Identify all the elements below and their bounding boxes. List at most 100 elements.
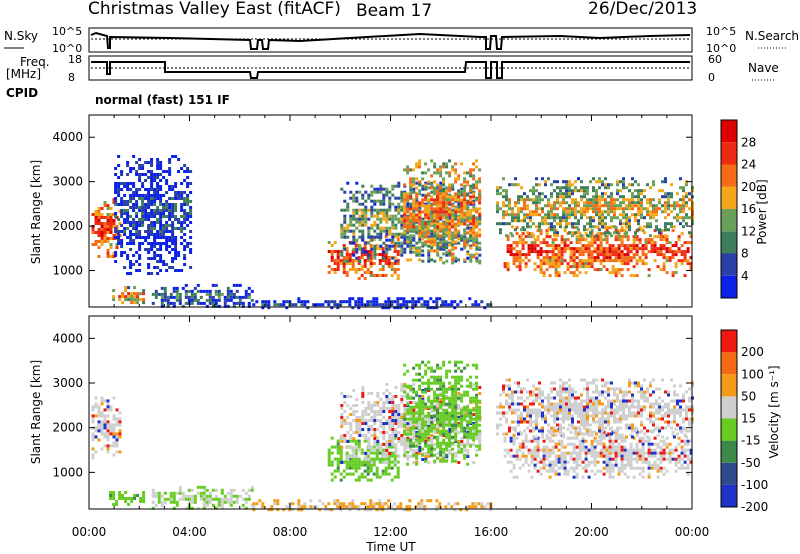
echo-cell: [373, 244, 377, 248]
echo-cell: [409, 405, 413, 409]
echo-cell: [578, 250, 582, 254]
echo-cell: [175, 286, 179, 290]
echo-cell: [445, 210, 449, 214]
echo-cell: [457, 392, 461, 395]
echo-cell: [156, 206, 160, 209]
echo-cell: [562, 186, 565, 190]
echo-cell: [436, 381, 440, 385]
echo-cell: [667, 195, 670, 199]
echo-cell: [689, 262, 693, 266]
echo-cell: [169, 494, 173, 498]
echo-cell: [391, 440, 395, 443]
echo-cell: [112, 453, 116, 457]
echo-cell: [385, 398, 389, 401]
echo-cell: [403, 410, 407, 413]
echo-cell: [589, 225, 592, 229]
echo-cell: [676, 219, 679, 223]
echo-cell: [160, 292, 164, 296]
echo-cell: [330, 244, 334, 247]
echo-cell: [379, 422, 383, 425]
echo-cell: [384, 300, 388, 304]
echo-cell: [118, 491, 122, 494]
echo-cell: [679, 204, 682, 208]
echo-cell: [348, 463, 352, 467]
echo-cell: [400, 443, 404, 446]
echo-cell: [430, 190, 434, 194]
echo-cell: [575, 256, 579, 260]
echo-cell: [527, 463, 531, 467]
echo-cell: [406, 198, 410, 202]
echo-cell: [511, 234, 514, 238]
echo-cell: [340, 229, 344, 233]
echo-cell: [572, 256, 576, 260]
echo-cell: [361, 220, 365, 224]
echo-cell: [683, 253, 687, 257]
echo-cell: [605, 268, 609, 272]
echo-cell: [550, 192, 553, 196]
echo-cell: [394, 395, 398, 398]
echo-cell: [427, 192, 431, 196]
echo-cell: [460, 423, 464, 427]
echo-cell: [451, 261, 455, 265]
echo-cell: [454, 210, 458, 214]
echo-cell: [193, 494, 197, 498]
echo-cell: [601, 222, 604, 226]
echo-cell: [451, 195, 455, 199]
echo-cell: [418, 165, 422, 169]
echo-cell: [439, 216, 443, 220]
echo-cell: [592, 186, 595, 190]
echo-cell: [400, 416, 404, 419]
power-colorbar-tick: 16: [741, 202, 756, 216]
echo-cell: [159, 167, 163, 170]
echo-cell: [294, 303, 298, 307]
echo-cell: [244, 289, 248, 293]
echo-cell: [384, 256, 388, 259]
echo-cell: [376, 190, 380, 194]
echo-cell: [548, 274, 552, 278]
echo-cell: [385, 226, 389, 230]
echo-cell: [427, 405, 431, 409]
echo-cell: [373, 223, 377, 227]
echo-cell: [623, 259, 627, 263]
echo-cell: [186, 200, 190, 203]
echo-cell: [442, 244, 446, 248]
echo-cell: [343, 232, 347, 236]
echo-cell: [376, 226, 380, 230]
echo-cell: [388, 190, 392, 194]
echo-cell: [241, 488, 245, 492]
echo-cell: [340, 187, 344, 191]
echo-cell: [469, 174, 473, 178]
echo-cell: [454, 246, 458, 250]
echo-cell: [641, 229, 645, 233]
echo-cell: [506, 250, 510, 254]
echo-cell: [181, 304, 185, 308]
echo-cell: [181, 497, 185, 501]
echo-cell: [631, 195, 634, 199]
echo-cell: [532, 189, 535, 193]
echo-cell: [369, 253, 373, 256]
echo-cell: [199, 491, 203, 495]
power-colorbar-label: Power [dB]: [755, 179, 769, 244]
echo-cell: [150, 161, 154, 164]
echo-cell: [581, 250, 585, 254]
echo-cell: [418, 405, 422, 409]
echo-cell: [518, 262, 522, 266]
echo-cell: [559, 186, 562, 190]
echo-cell: [162, 209, 166, 212]
echo-cell: [159, 209, 163, 212]
echo-cell: [530, 448, 534, 452]
echo-cell: [394, 214, 398, 218]
echo-cell: [466, 192, 470, 196]
echo-cell: [150, 248, 154, 251]
echo-cell: [241, 304, 245, 308]
echo-cell: [327, 463, 331, 467]
echo-cell: [340, 404, 344, 407]
echo-cell: [472, 443, 476, 446]
echo-cell: [403, 453, 407, 457]
echo-cell: [572, 265, 576, 269]
echo-cell: [631, 204, 634, 208]
echo-cell: [626, 262, 630, 266]
echo-cell: [478, 440, 482, 443]
echo-cell: [659, 238, 663, 242]
echo-cell: [427, 395, 431, 398]
